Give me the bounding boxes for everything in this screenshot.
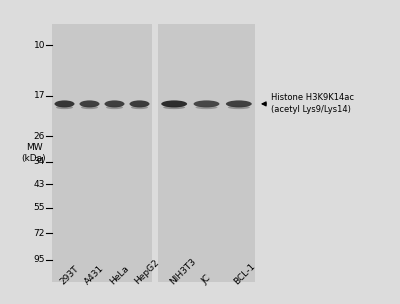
Text: 55: 55: [34, 203, 45, 212]
Text: HeLa: HeLa: [108, 264, 131, 286]
Text: JC: JC: [200, 273, 213, 286]
Text: BCL-1: BCL-1: [232, 261, 257, 286]
Ellipse shape: [54, 100, 74, 107]
Bar: [52, 24, 152, 282]
Ellipse shape: [194, 100, 220, 107]
Text: 34: 34: [34, 157, 45, 166]
Ellipse shape: [163, 106, 185, 109]
Ellipse shape: [196, 106, 218, 109]
Ellipse shape: [226, 100, 252, 107]
Bar: [158, 24, 255, 282]
Ellipse shape: [161, 100, 187, 107]
Text: A431: A431: [83, 263, 106, 286]
Text: 10: 10: [34, 41, 45, 50]
Text: 26: 26: [34, 132, 45, 141]
Ellipse shape: [104, 100, 124, 107]
Ellipse shape: [56, 106, 73, 109]
Ellipse shape: [131, 106, 148, 109]
Text: Histone H3K9K14ac
(acetyl Lys9/Lys14): Histone H3K9K14ac (acetyl Lys9/Lys14): [271, 94, 354, 114]
Text: MW
(kDa): MW (kDa): [22, 143, 46, 163]
Text: 293T: 293T: [58, 264, 80, 286]
Text: 72: 72: [34, 229, 45, 238]
Text: 95: 95: [34, 255, 45, 264]
Text: NIH3T3: NIH3T3: [168, 256, 198, 286]
Ellipse shape: [130, 100, 150, 107]
Text: HepG2: HepG2: [133, 258, 161, 286]
Ellipse shape: [228, 106, 250, 109]
Ellipse shape: [80, 100, 100, 107]
Text: 17: 17: [34, 91, 45, 100]
Ellipse shape: [81, 106, 98, 109]
Ellipse shape: [106, 106, 123, 109]
Text: 43: 43: [34, 180, 45, 189]
